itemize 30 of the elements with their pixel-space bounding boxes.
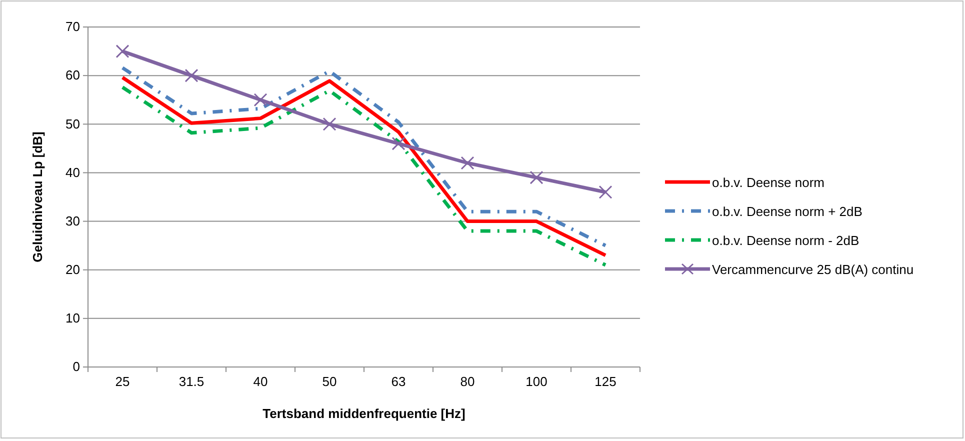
x-tick-label: 63 [391,374,406,390]
x-axis-title: Tertsband middenfrequentie [Hz] [262,406,466,421]
point [460,156,474,170]
legend-label: o.b.v. Deense norm + 2dB [712,204,862,219]
point [530,170,544,184]
y-tick-label: 40 [66,164,80,180]
point [116,44,130,58]
x-tick-label: 80 [460,374,475,390]
x-tick-label: 40 [253,374,268,390]
y-tick-label: 10 [66,310,80,326]
point [598,185,612,199]
y-tick-label: 50 [66,116,80,132]
point [322,117,336,131]
legend-label: Vercammencurve 25 dB(A) continu [712,262,914,277]
x-tick-label: 31.5 [178,374,204,390]
y-tick-label: 70 [66,19,80,34]
x-tick-label: 25 [115,374,130,390]
point [254,93,268,107]
legend-label: o.b.v. Deense norm [712,175,824,190]
y-axis-title: Geluidniveau Lp [dB] [30,132,45,262]
x-tick-label: 50 [322,374,337,390]
y-tick-label: 30 [66,213,80,228]
x-tick-label: 100 [526,374,548,390]
legend-label: o.b.v. Deense norm - 2dB [712,233,860,248]
y-tick-label: 0 [72,359,80,374]
point [184,68,198,82]
y-tick-label: 60 [66,68,80,83]
y-tick-label: 20 [66,262,80,278]
x-tick-label: 125 [594,374,616,390]
point [392,136,406,150]
